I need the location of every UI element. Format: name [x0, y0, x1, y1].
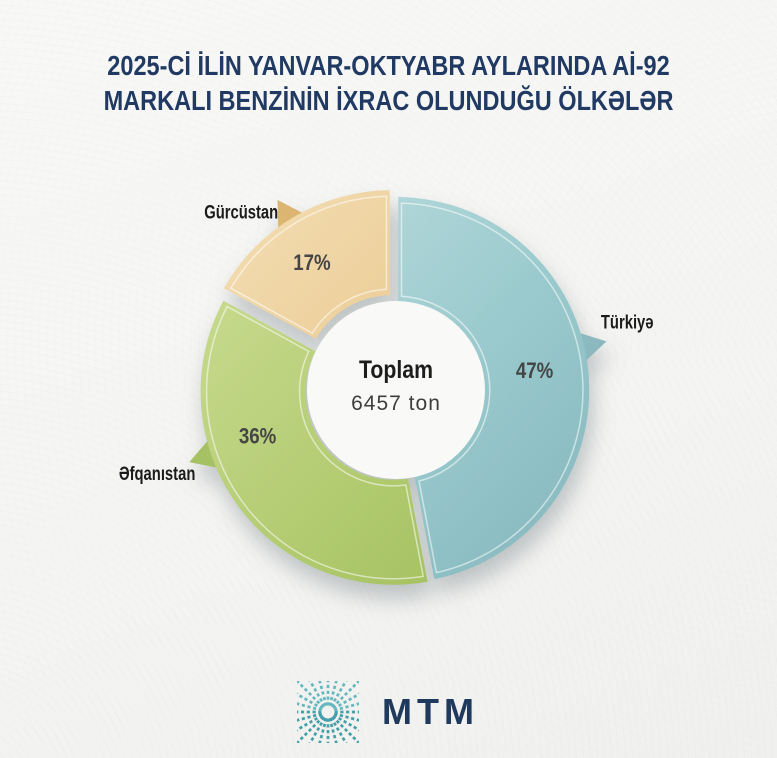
slice-highlight: [400, 202, 584, 574]
slice-country-label: Gürcüstan: [204, 202, 278, 223]
chart-center: Toplam 6457 ton: [296, 356, 496, 416]
logo-ray: [297, 692, 324, 710]
logo-ray: [331, 681, 359, 709]
donut-slice-0: [398, 197, 590, 580]
chart-center-label: Toplam: [358, 356, 433, 384]
chart-title-line1: 2025-Cİ İLİN YANVAR-OKTYABR AYLARINDA Aİ…: [107, 50, 670, 81]
slice-country-label: Türkiyə: [601, 312, 654, 333]
logo-ray: [333, 702, 359, 712]
logo-ray: [328, 681, 338, 707]
slice-percent-label: 36%: [239, 425, 276, 449]
logo-ray: [332, 692, 359, 710]
logo-ray: [330, 681, 348, 708]
donut-slice-2: [223, 190, 390, 339]
logo-ray: [297, 714, 324, 732]
chart-title: 2025-Cİ İLİN YANVAR-OKTYABR AYLARINDA Aİ…: [0, 48, 777, 118]
logo-ray: [318, 681, 328, 707]
logo-rays: [297, 681, 359, 743]
slice-percent-label: 47%: [516, 360, 553, 384]
chart-center-value: 6457 ton: [351, 392, 441, 415]
logo-ray: [318, 717, 328, 743]
logo-ray: [332, 714, 359, 732]
logo-ray: [328, 717, 338, 743]
logo-ray: [297, 712, 323, 722]
donut-hole: [307, 301, 485, 479]
logo-ray: [297, 681, 325, 709]
logo-ray: [308, 716, 326, 743]
logo-ray: [331, 715, 359, 743]
logo-ray: [308, 681, 326, 708]
logo-ray: [297, 702, 323, 712]
chart-title-line2: MARKALI BENZİNİN İXRAC OLUNDUĞU ÖLKƏLƏR: [103, 85, 674, 116]
slice-country-label: Əfqanıstan: [119, 463, 196, 484]
brand-footer: MTM: [296, 680, 479, 744]
donut-labels: 47% Türkiyə 36% Əfqanıstan 17% Gürcüstan: [119, 202, 654, 484]
logo-ray: [297, 715, 325, 743]
donut-body: [189, 190, 607, 585]
mtm-logo-text: MTM: [382, 691, 479, 732]
slice-highlight: [205, 305, 425, 580]
mtm-logo-mark: [297, 681, 359, 743]
logo-ray: [330, 716, 348, 743]
logo-ray: [333, 712, 359, 722]
slice-highlight: [229, 195, 388, 335]
slice-percent-label: 17%: [293, 252, 330, 276]
